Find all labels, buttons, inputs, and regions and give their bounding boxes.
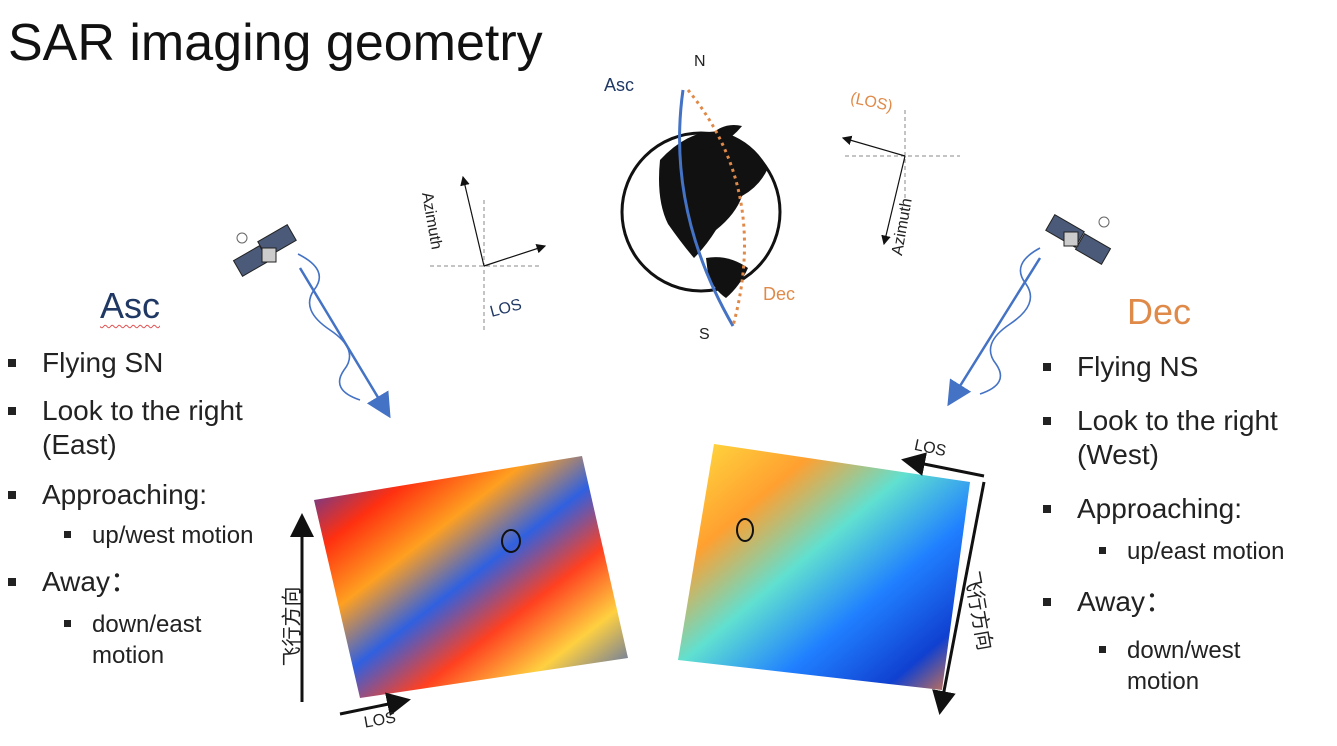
asc-bullet-item: Flying SN	[8, 346, 298, 380]
globe-asc-label: Asc	[604, 75, 635, 95]
asc-los-arrow	[483, 244, 547, 267]
dec-image-los-arrow	[901, 452, 985, 478]
dec-flight-arrow	[932, 481, 986, 715]
asc-bullet-item: down/east	[8, 609, 298, 640]
dec-los-arrow	[841, 135, 906, 157]
north-label: N	[694, 53, 706, 70]
asc-axes	[430, 175, 547, 332]
asc-interferogram	[290, 456, 628, 716]
dec-interferogram	[678, 444, 986, 715]
dec-azimuth-arrow	[881, 155, 906, 246]
dec-bullet-list: Flying NS Look to the right (West) Approach…	[1043, 350, 1333, 697]
dec-image-area	[678, 444, 970, 690]
asc-image-area	[314, 456, 628, 698]
asc-image-los-arrow	[339, 692, 411, 716]
dec-bullet-item: Look to the right	[1043, 404, 1333, 438]
dec-bullet-item: up/east motion	[1043, 536, 1333, 567]
dec-bullet-item: Away：	[1043, 585, 1333, 619]
dec-beam-arrow	[947, 257, 1042, 407]
asc-bullet-item: (East)	[42, 429, 117, 460]
globe-dec-label: Dec	[763, 284, 796, 304]
south-america-landmass	[706, 257, 748, 298]
asc-satellite-icon	[232, 224, 391, 419]
greenland-landmass	[700, 125, 742, 150]
asc-orbit-path	[678, 89, 735, 327]
dec-heading: Dec	[1127, 291, 1192, 332]
globe	[620, 89, 782, 327]
asc-bullet-item: Approaching:	[8, 478, 298, 512]
asc-wave	[297, 253, 361, 401]
north-america-landmass	[659, 131, 768, 258]
dec-bullet-item: (West)	[1077, 439, 1159, 470]
asc-beam-arrow	[298, 267, 391, 419]
dec-bullet-item: down/west	[1043, 635, 1333, 666]
asc-bullet-list: Flying SN Look to the right (East) Approach…	[8, 346, 298, 671]
dec-bullet-item: Flying NS	[1043, 350, 1333, 384]
asc-azimuth-arrow	[460, 175, 485, 267]
asc-bullet-item: up/west motion	[8, 520, 298, 551]
asc-bullet-item: motion	[92, 642, 165, 669]
slide-title: SAR imaging geometry	[8, 14, 543, 72]
dec-bullet-item: Approaching:	[1043, 492, 1333, 526]
south-label: S	[699, 326, 710, 343]
dec-bullet-item: motion	[1127, 668, 1200, 695]
asc-bullet-item: Away：	[8, 565, 298, 599]
dec-axes	[841, 110, 960, 246]
asc-heading: Asc	[100, 285, 161, 326]
dec-satellite-icon	[947, 214, 1112, 407]
asc-bullet-item: Look to the right	[8, 394, 298, 428]
dec-wave	[979, 247, 1041, 395]
